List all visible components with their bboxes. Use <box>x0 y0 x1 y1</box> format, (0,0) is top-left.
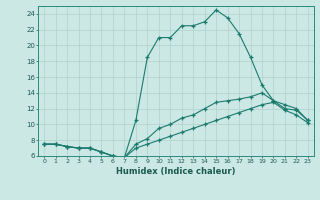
X-axis label: Humidex (Indice chaleur): Humidex (Indice chaleur) <box>116 167 236 176</box>
